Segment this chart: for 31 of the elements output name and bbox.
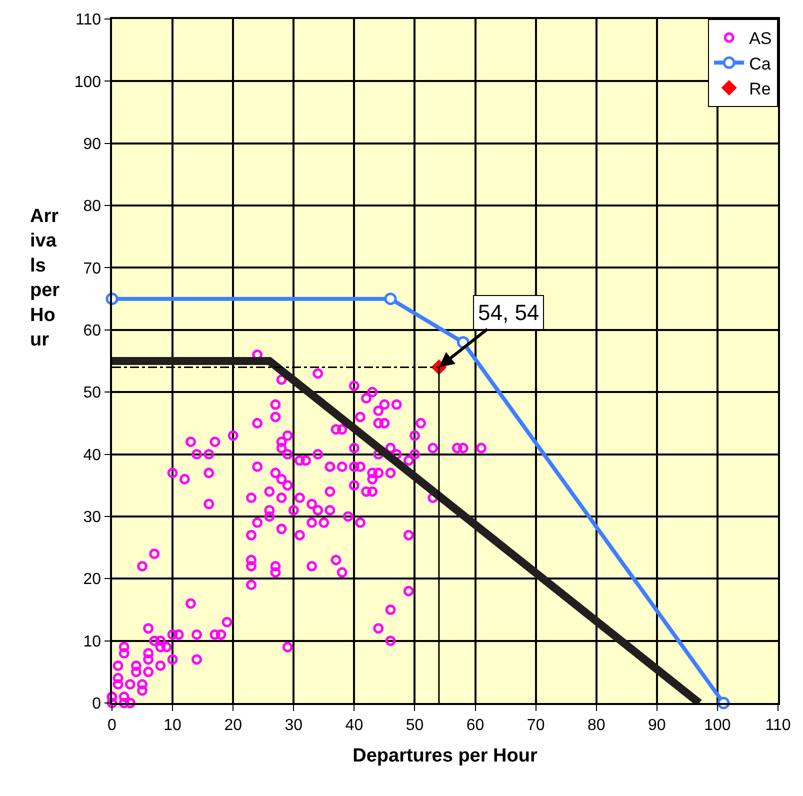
x-tick-label: 40 [345,716,364,734]
y-tick-label: 10 [83,633,102,650]
y-tick-label: 50 [83,384,102,402]
point [384,292,397,306]
x-tick-label: 50 [406,716,424,734]
y-tick-label: 20 [83,571,102,588]
annotation: 54, 54 [478,300,540,325]
x-tick-label: 70 [526,716,545,734]
y-tick-label: 90 [83,136,102,153]
x-tick-label: 80 [587,716,606,734]
legend-label: AS [749,29,772,48]
y-tick-label: 110 [76,12,102,29]
x-tick-label: 20 [224,716,242,734]
y-tick-label: 60 [83,322,102,340]
y-tick-label: 80 [83,198,102,216]
y-axis-title: Arr iva ls per Ho ur [30,206,60,350]
y-tick-label: 100 [74,74,102,91]
y-tick-label: 30 [83,509,102,526]
x-axis-title: Departures per Hour [352,745,538,766]
x-tick-label: 100 [704,716,731,734]
x-tick-label: 10 [164,716,182,734]
legend-label: Re [749,79,771,98]
y-tick-label: 70 [83,260,102,278]
y-tick-label: 40 [83,446,102,464]
x-tick-label: 30 [284,716,303,734]
y-tick-label: 0 [92,696,102,713]
x-tick-label: 60 [466,716,484,734]
legend-label: Ca [749,54,772,74]
x-tick-label: 110 [765,716,791,734]
x-tick-label: 0 [108,716,117,734]
x-tick-label: 90 [648,716,666,734]
